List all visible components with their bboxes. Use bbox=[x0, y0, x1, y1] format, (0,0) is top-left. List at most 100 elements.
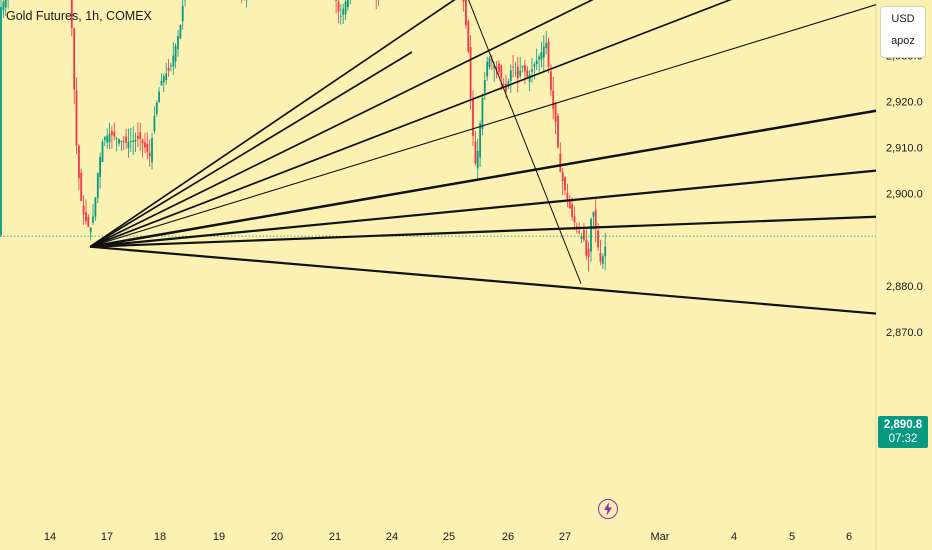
candle-body bbox=[580, 236, 583, 239]
candle-body bbox=[101, 141, 104, 162]
x-tick-label: 21 bbox=[329, 531, 341, 543]
x-tick-label: 24 bbox=[386, 531, 398, 543]
candle-body bbox=[583, 229, 585, 240]
fan-line bbox=[89, 51, 413, 248]
fan-line bbox=[89, 0, 456, 248]
candle-body bbox=[141, 139, 144, 144]
candle-body bbox=[597, 230, 599, 248]
candle-body bbox=[538, 56, 540, 60]
candle-body bbox=[127, 141, 130, 148]
x-tick-label: 14 bbox=[44, 531, 56, 543]
x-tick-label: Mar bbox=[651, 531, 670, 543]
account-label: apoz bbox=[891, 35, 915, 47]
chart-title: Gold Futures, 1h, COMEX bbox=[6, 9, 152, 23]
candle-body bbox=[564, 177, 566, 191]
candle-body bbox=[599, 252, 602, 262]
fan-lines bbox=[89, 0, 877, 315]
candle-body bbox=[474, 141, 477, 164]
candle-body bbox=[153, 116, 156, 132]
currency-selector[interactable]: USD apoz bbox=[880, 6, 926, 58]
candle-body bbox=[160, 80, 163, 86]
candle-body bbox=[483, 79, 486, 93]
candle-body bbox=[181, 5, 184, 22]
y-tick-label: 2,880.0 bbox=[886, 281, 923, 293]
candle-body bbox=[535, 60, 538, 64]
candle-body bbox=[469, 46, 472, 98]
fan-line bbox=[89, 215, 877, 248]
candle-body bbox=[70, 0, 73, 28]
x-tick-label: 27 bbox=[559, 531, 571, 543]
candle-body bbox=[85, 212, 87, 222]
candle-body bbox=[528, 74, 531, 82]
candle-body bbox=[103, 137, 106, 141]
candle-body bbox=[462, 0, 465, 2]
candle-body bbox=[82, 205, 85, 215]
candle-body bbox=[125, 136, 127, 143]
candle-body bbox=[590, 219, 592, 252]
candle-body bbox=[521, 65, 524, 68]
candle-body bbox=[507, 81, 510, 87]
candle-body bbox=[92, 216, 94, 223]
candle-body bbox=[481, 98, 484, 129]
candle-body bbox=[486, 61, 489, 77]
candle-body bbox=[573, 216, 576, 223]
y-tick-label: 2,870.0 bbox=[886, 327, 923, 339]
candle-body bbox=[4, 0, 7, 8]
candle-body bbox=[559, 153, 562, 172]
candle-body bbox=[78, 145, 80, 179]
candle-body bbox=[512, 66, 514, 68]
candles bbox=[0, 0, 607, 272]
last-price-tag: 2,890.8 07:32 bbox=[878, 416, 928, 448]
x-tick-label: 26 bbox=[502, 531, 514, 543]
candle-body bbox=[550, 71, 552, 91]
lightning-icon[interactable] bbox=[598, 499, 618, 519]
candle-body bbox=[99, 156, 101, 177]
candle-body bbox=[519, 70, 522, 76]
candle-body bbox=[118, 139, 120, 144]
x-tick-label: 18 bbox=[154, 531, 166, 543]
x-tick-label: 5 bbox=[789, 531, 795, 543]
candle-body bbox=[134, 139, 137, 142]
x-tick-label: 6 bbox=[846, 531, 852, 543]
x-tick-label: 20 bbox=[271, 531, 283, 543]
x-axis: 14 17 18 19 20 21 24 25 26 27 Mar 4 5 6 bbox=[44, 531, 852, 543]
candle-body bbox=[155, 102, 158, 114]
fan-line bbox=[89, 169, 877, 248]
candle-body bbox=[75, 90, 78, 146]
candle-body bbox=[342, 8, 345, 15]
candle-body bbox=[162, 76, 165, 83]
candle-body bbox=[129, 141, 132, 143]
candle-body bbox=[554, 102, 557, 123]
candle-body bbox=[89, 227, 92, 233]
candle-body bbox=[571, 204, 573, 218]
candle-body bbox=[179, 24, 182, 39]
candle-body bbox=[476, 150, 479, 169]
candle-body bbox=[106, 135, 109, 143]
candle-body bbox=[111, 130, 113, 135]
x-tick-label: 4 bbox=[731, 531, 737, 543]
x-tick-label: 19 bbox=[213, 531, 225, 543]
candle-body bbox=[94, 197, 97, 217]
candle-body bbox=[561, 172, 564, 181]
candle-body bbox=[167, 67, 170, 71]
candle-body bbox=[514, 72, 517, 74]
candle-body bbox=[502, 83, 505, 86]
candle-body bbox=[472, 98, 474, 137]
countdown: 07:32 bbox=[888, 433, 918, 445]
candle-body bbox=[137, 135, 139, 140]
y-tick-label: 2,910.0 bbox=[886, 143, 923, 155]
candle-body bbox=[578, 231, 581, 233]
candle-body bbox=[575, 226, 578, 228]
candle-body bbox=[165, 73, 168, 81]
candle-body bbox=[592, 212, 595, 217]
plot-area bbox=[0, 0, 877, 550]
candle-body bbox=[500, 65, 503, 78]
candle-body bbox=[526, 70, 529, 77]
candle-body bbox=[568, 199, 571, 209]
x-tick-label: 17 bbox=[101, 531, 113, 543]
candle-body bbox=[585, 240, 588, 256]
candle-body bbox=[335, 0, 337, 1]
candle-body bbox=[566, 192, 569, 200]
